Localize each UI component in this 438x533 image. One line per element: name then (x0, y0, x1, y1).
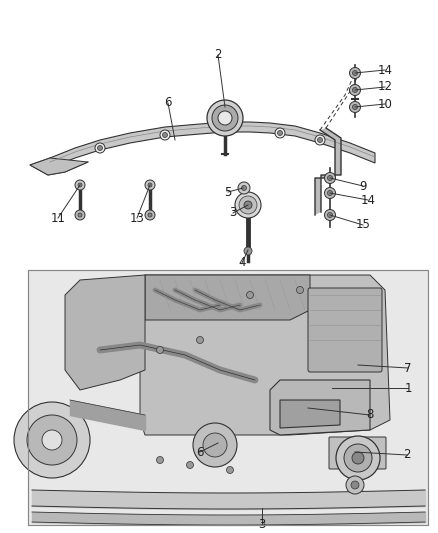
Polygon shape (50, 122, 375, 168)
Circle shape (318, 138, 322, 142)
Circle shape (75, 180, 85, 190)
Polygon shape (65, 275, 145, 390)
Text: 14: 14 (360, 193, 375, 206)
Circle shape (148, 213, 152, 217)
Circle shape (162, 133, 167, 138)
Circle shape (78, 183, 82, 187)
Circle shape (197, 336, 204, 343)
Circle shape (350, 101, 360, 112)
Circle shape (336, 436, 380, 480)
Circle shape (239, 196, 257, 214)
Circle shape (156, 456, 163, 464)
Polygon shape (270, 380, 370, 435)
Text: 2: 2 (214, 49, 222, 61)
Circle shape (148, 183, 152, 187)
Circle shape (344, 444, 372, 472)
FancyBboxPatch shape (28, 270, 428, 525)
Text: 11: 11 (50, 212, 66, 224)
Circle shape (235, 192, 261, 218)
Text: 12: 12 (378, 80, 392, 93)
Circle shape (325, 209, 336, 221)
Circle shape (220, 125, 230, 135)
Circle shape (75, 210, 85, 220)
Circle shape (350, 85, 360, 95)
Circle shape (351, 481, 359, 489)
Circle shape (78, 213, 82, 217)
Text: 15: 15 (356, 219, 371, 231)
Circle shape (98, 146, 102, 150)
Polygon shape (315, 128, 341, 215)
Circle shape (145, 180, 155, 190)
Circle shape (207, 100, 243, 136)
Circle shape (353, 87, 357, 93)
FancyBboxPatch shape (308, 288, 382, 372)
Circle shape (226, 466, 233, 473)
Polygon shape (30, 158, 88, 175)
Circle shape (297, 287, 304, 294)
Text: 6: 6 (196, 446, 204, 458)
Polygon shape (140, 275, 390, 435)
Circle shape (275, 128, 285, 138)
Circle shape (241, 185, 247, 190)
Text: 6: 6 (164, 96, 172, 109)
Circle shape (193, 423, 237, 467)
Circle shape (353, 104, 357, 109)
Circle shape (353, 70, 357, 76)
Circle shape (328, 213, 332, 217)
Text: 3: 3 (230, 206, 237, 220)
Circle shape (325, 173, 336, 183)
Circle shape (352, 452, 364, 464)
Text: 13: 13 (130, 212, 145, 224)
Circle shape (203, 433, 227, 457)
Circle shape (278, 131, 283, 135)
Polygon shape (280, 400, 340, 428)
Circle shape (223, 127, 227, 133)
Circle shape (315, 135, 325, 145)
Circle shape (27, 415, 77, 465)
Circle shape (328, 175, 332, 181)
Circle shape (156, 346, 163, 353)
Text: 9: 9 (359, 180, 367, 192)
Circle shape (247, 292, 254, 298)
Text: 7: 7 (404, 361, 412, 375)
Text: 5: 5 (224, 185, 232, 198)
Text: 4: 4 (238, 256, 246, 270)
Circle shape (350, 68, 360, 78)
Text: 10: 10 (378, 98, 392, 110)
Text: 1: 1 (404, 382, 412, 394)
Circle shape (42, 430, 62, 450)
Circle shape (145, 210, 155, 220)
Circle shape (218, 111, 232, 125)
Circle shape (244, 247, 252, 255)
Text: 14: 14 (378, 63, 392, 77)
Circle shape (244, 201, 252, 209)
Text: 3: 3 (258, 518, 266, 530)
FancyBboxPatch shape (329, 437, 386, 469)
Circle shape (325, 188, 336, 198)
Circle shape (212, 105, 238, 131)
Circle shape (95, 143, 105, 153)
Polygon shape (145, 275, 310, 320)
Circle shape (14, 402, 90, 478)
Circle shape (160, 130, 170, 140)
Circle shape (346, 476, 364, 494)
Text: 8: 8 (366, 408, 374, 422)
Text: 2: 2 (403, 448, 411, 462)
Circle shape (328, 190, 332, 196)
Circle shape (238, 182, 250, 194)
Circle shape (187, 462, 194, 469)
